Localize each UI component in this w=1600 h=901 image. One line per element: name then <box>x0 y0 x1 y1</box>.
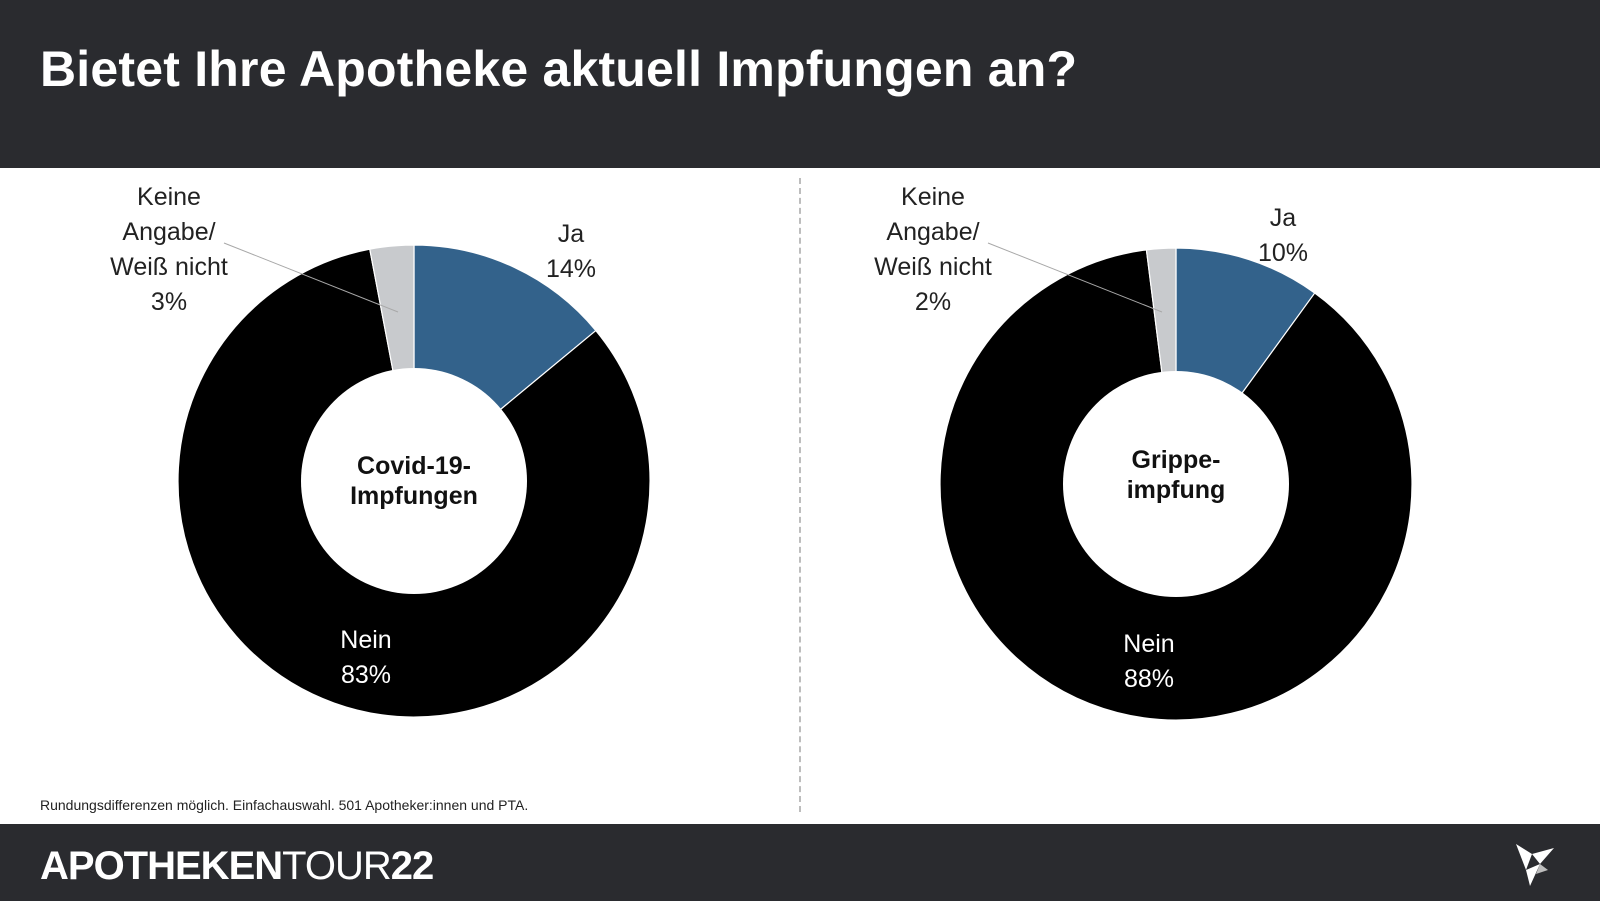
brand-logo: APOTHEKENTOUR22 <box>40 844 434 889</box>
brand-part-2: TOUR <box>282 844 392 888</box>
chart-1-leader-line <box>223 242 399 313</box>
chart-1-center-label: Covid-19-Impfungen <box>350 452 478 510</box>
chart-2-label-ja: Ja 10% <box>1258 204 1308 267</box>
chart-2-leader-line <box>987 242 1163 313</box>
brand-part-3: 22 <box>390 844 434 888</box>
chart-1-label-nein: Nein 83% <box>340 626 391 689</box>
chart-1-hole <box>301 368 527 594</box>
chart-divider <box>799 178 801 812</box>
chart-2-hole <box>1063 371 1289 597</box>
chart-2-label-keine: Keine Angabe/Weiß nicht 2% <box>874 183 992 316</box>
chart-2-center-label: Grippe-impfung <box>1127 446 1226 504</box>
chart-2-label-nein: Nein 88% <box>1123 630 1174 693</box>
brand-part-1: APOTHEKEN <box>40 844 283 888</box>
chart-1-label-keine: Keine Angabe/Weiß nicht 3% <box>110 183 228 316</box>
footer-bar: APOTHEKENTOUR22 <box>0 824 1600 901</box>
origami-bird-icon <box>1516 844 1554 886</box>
header-bar: Bietet Ihre Apotheke aktuell Impfungen a… <box>0 0 1600 168</box>
footnote: Rundungsdifferenzen möglich. Einfachausw… <box>40 797 529 813</box>
chart-1-label-ja: Ja 14% <box>546 220 596 283</box>
page-title: Bietet Ihre Apotheke aktuell Impfungen a… <box>40 41 1078 97</box>
